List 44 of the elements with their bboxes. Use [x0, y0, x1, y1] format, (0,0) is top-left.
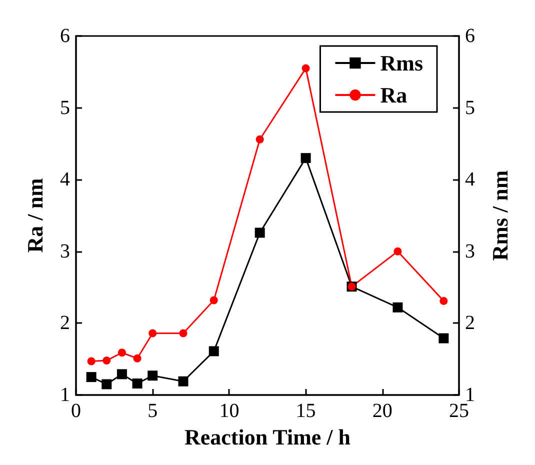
- y2-tick-label: 6: [465, 25, 475, 47]
- point: [256, 135, 264, 144]
- x-tick-label: 25: [449, 400, 469, 422]
- point: [102, 356, 111, 365]
- x-tick-label: 5: [148, 400, 158, 422]
- y2-tick-label: 2: [465, 312, 475, 334]
- point: [179, 329, 188, 338]
- legend-label: Ra: [380, 82, 408, 108]
- point: [440, 296, 448, 305]
- y-tick-label: 5: [60, 96, 70, 119]
- y-tick-label: 2: [60, 312, 70, 334]
- x-tick-label: 10: [219, 400, 240, 422]
- point: [148, 370, 158, 381]
- y-tick-label: 6: [60, 25, 70, 47]
- point: [392, 302, 403, 312]
- x-tick-label: 20: [372, 400, 392, 422]
- point: [148, 329, 157, 338]
- point: [116, 369, 127, 380]
- point: [254, 228, 265, 238]
- y2-tick-label: 4: [465, 168, 475, 191]
- x-axis-title: Reaction Time / h: [184, 424, 351, 450]
- y-tick-label: 3: [60, 240, 70, 262]
- point: [300, 153, 311, 164]
- point: [178, 376, 188, 386]
- legend-label: Rms: [380, 50, 424, 76]
- point: [132, 378, 142, 389]
- point: [208, 346, 219, 356]
- point: [118, 348, 126, 357]
- y2-axis-title: Rms / nm: [488, 170, 512, 261]
- y-axis-title: Ra / nm: [22, 178, 48, 253]
- y-tick-label: 4: [60, 168, 70, 191]
- x-tick-label: 15: [296, 400, 316, 422]
- y-tick-label: 1: [60, 384, 70, 406]
- point: [102, 379, 112, 390]
- point: [133, 354, 142, 362]
- point: [302, 64, 310, 72]
- x-tick-label: 0: [71, 400, 81, 422]
- point: [210, 296, 218, 304]
- y2-tick-label: 3: [465, 240, 475, 262]
- point: [87, 357, 96, 366]
- point: [394, 247, 402, 256]
- point: [86, 372, 96, 382]
- y2-tick-label: 5: [465, 96, 475, 119]
- point: [438, 333, 449, 344]
